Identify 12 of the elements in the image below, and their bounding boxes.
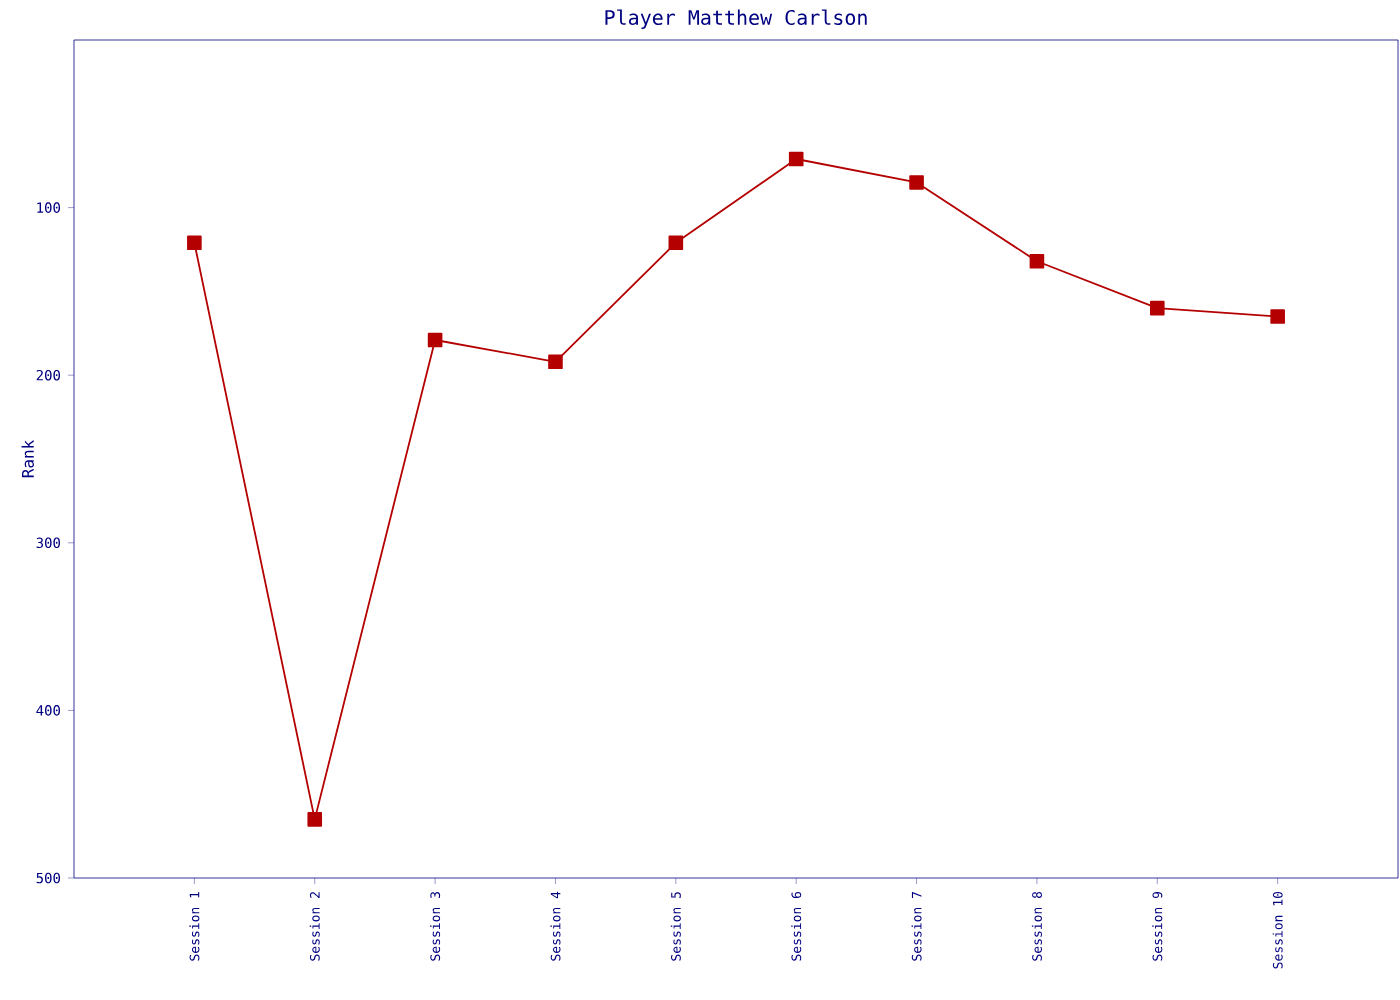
point: [909, 175, 924, 190]
point: [668, 235, 684, 251]
point: [1029, 253, 1045, 269]
point: [187, 235, 202, 251]
point: [427, 332, 443, 348]
point: [1149, 300, 1165, 316]
point: [307, 812, 323, 827]
point: [548, 354, 563, 370]
y-axis-title: Rank: [21, 440, 34, 478]
point: [788, 151, 804, 167]
chart-title: Player Matthew Carlson: [605, 9, 867, 29]
point: [1270, 309, 1285, 324]
